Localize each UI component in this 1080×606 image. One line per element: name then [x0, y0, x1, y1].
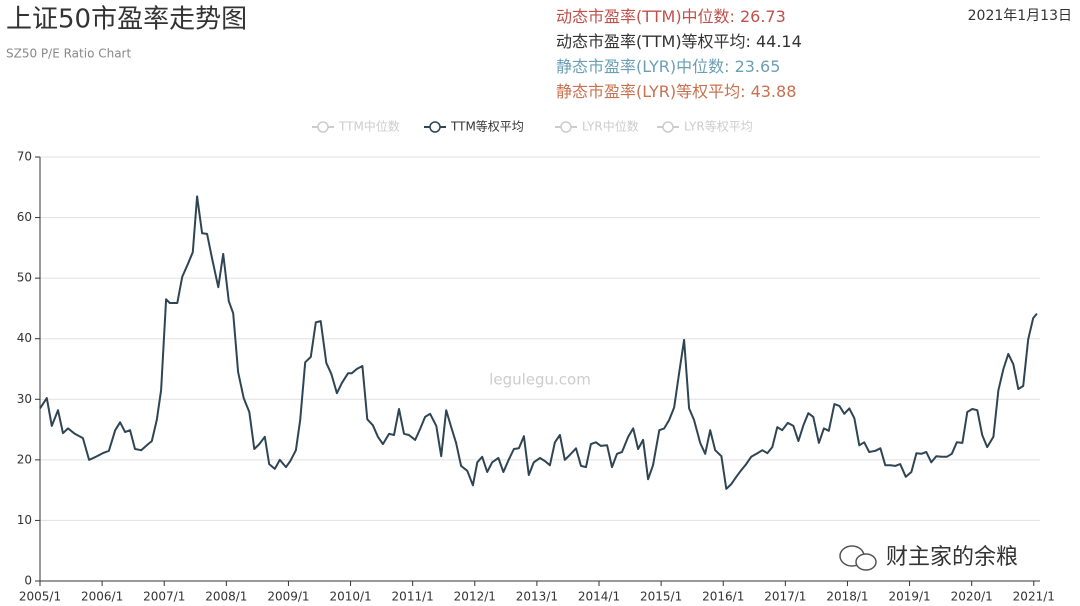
- x-tick-label: 2010/1: [329, 590, 371, 604]
- stat-value: 26.73: [740, 7, 786, 26]
- legend-label: TTM等权平均: [450, 120, 524, 134]
- x-tick-label: 2008/1: [205, 590, 247, 604]
- x-tick-label: 2015/1: [640, 590, 682, 604]
- y-tick-label: 60: [17, 210, 32, 224]
- x-tick-label: 2016/1: [702, 590, 744, 604]
- x-tick-label: 2021/1: [1013, 590, 1055, 604]
- credit-icon: [839, 545, 877, 571]
- stat: 静态市盈率(LYR)等权平均: 43.88: [556, 82, 796, 101]
- stat-label: 动态市盈率(TTM)等权平均:: [556, 32, 751, 51]
- date: 2021年1月13日: [968, 8, 1072, 24]
- x-tick-label: 2009/1: [267, 590, 309, 604]
- stat-label: 静态市盈率(LYR)等权平均:: [556, 82, 746, 101]
- x-tick-label: 2014/1: [578, 590, 620, 604]
- y-tick-label: 20: [17, 452, 32, 466]
- stat-value: 43.88: [751, 82, 797, 101]
- legend-marker: [317, 121, 329, 133]
- x-tick-label: 2006/1: [81, 590, 123, 604]
- x-tick-label: 2012/1: [454, 590, 496, 604]
- x-tick-label: 2011/1: [392, 590, 434, 604]
- chart-title: 上证50市盈率走势图: [6, 5, 247, 35]
- stat-label: 静态市盈率(LYR)中位数:: [556, 57, 730, 76]
- y-tick-label: 70: [17, 150, 32, 164]
- x-tick-label: 2020/1: [951, 590, 993, 604]
- legend-label: TTM中位数: [338, 119, 400, 134]
- x-tick-label: 2018/1: [826, 590, 868, 604]
- stat-value: 44.14: [756, 32, 802, 51]
- x-tick-label: 2005/1: [19, 590, 61, 604]
- legend-label: LYR等权平均: [684, 120, 753, 134]
- series-line: [39, 195, 1038, 490]
- watermark: legulegu.com: [489, 371, 591, 389]
- legend-label: LYR中位数: [582, 119, 639, 134]
- legend-marker: [662, 121, 674, 133]
- y-tick-label: 40: [17, 331, 32, 345]
- x-tick-label: 2013/1: [516, 590, 558, 604]
- y-tick-label: 10: [17, 513, 32, 527]
- y-tick-label: 0: [24, 574, 32, 588]
- x-tick-label: 2017/1: [764, 590, 806, 604]
- stat-label: 动态市盈率(TTM)中位数:: [556, 7, 735, 26]
- stat: 动态市盈率(TTM)等权平均: 44.14: [556, 32, 802, 51]
- stat-value: 23.65: [735, 57, 781, 76]
- y-tick-label: 30: [17, 392, 32, 406]
- credit: 财主家的余粮: [886, 545, 1018, 570]
- y-tick-label: 50: [17, 271, 32, 285]
- chart-subtitle: SZ50 P/E Ratio Chart: [6, 47, 131, 61]
- stat: 静态市盈率(LYR)中位数: 23.65: [556, 57, 780, 76]
- x-tick-label: 2007/1: [143, 590, 185, 604]
- x-tick-label: 2019/1: [888, 590, 930, 604]
- legend-marker: [429, 121, 441, 133]
- stat: 动态市盈率(TTM)中位数: 26.73: [556, 7, 786, 26]
- legend-marker: [560, 121, 572, 133]
